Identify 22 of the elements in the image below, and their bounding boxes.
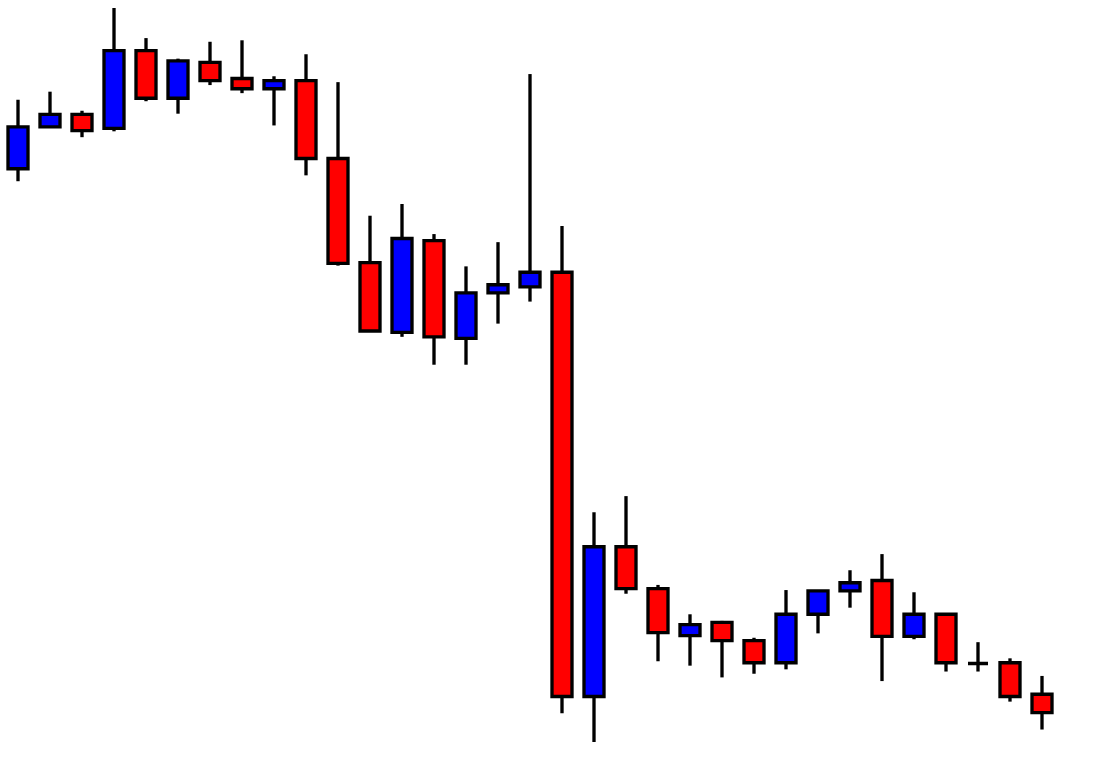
candlestick xyxy=(166,56,190,116)
candlestick xyxy=(998,656,1022,704)
candlestick xyxy=(646,583,670,663)
candlestick xyxy=(710,619,734,680)
candlestick xyxy=(742,636,766,676)
candlestick xyxy=(678,612,702,668)
candlestick xyxy=(198,40,222,87)
candlestick xyxy=(230,38,254,95)
candlestick xyxy=(38,90,62,129)
candlestick xyxy=(614,494,638,596)
candlestick xyxy=(966,640,990,674)
candlestick xyxy=(454,264,478,367)
candlestick xyxy=(70,109,94,139)
candlestick xyxy=(1030,674,1054,732)
candlestick xyxy=(902,590,926,641)
candlestick xyxy=(262,74,286,128)
candlestick xyxy=(486,240,510,326)
candlestick xyxy=(518,72,542,304)
candlestick xyxy=(806,589,830,636)
candlestick xyxy=(6,98,30,183)
candlestick xyxy=(838,568,862,610)
candlestick xyxy=(134,36,158,103)
